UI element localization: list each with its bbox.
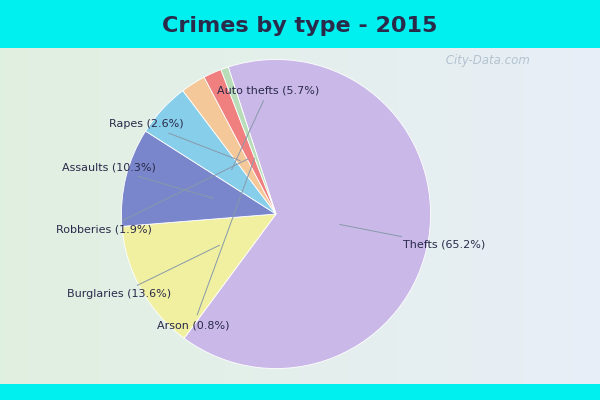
- Text: Burglaries (13.6%): Burglaries (13.6%): [67, 245, 220, 299]
- Text: Arson (0.8%): Arson (0.8%): [157, 158, 254, 330]
- Text: Robberies (1.9%): Robberies (1.9%): [56, 159, 248, 234]
- Text: Auto thefts (5.7%): Auto thefts (5.7%): [217, 85, 319, 170]
- Text: Rapes (2.6%): Rapes (2.6%): [109, 119, 240, 161]
- Wedge shape: [184, 60, 431, 368]
- Text: City-Data.com: City-Data.com: [442, 54, 529, 67]
- Wedge shape: [204, 70, 276, 214]
- Text: Crimes by type - 2015: Crimes by type - 2015: [163, 16, 437, 36]
- Wedge shape: [146, 91, 276, 214]
- Wedge shape: [121, 131, 276, 226]
- Wedge shape: [221, 67, 276, 214]
- Text: Assaults (10.3%): Assaults (10.3%): [62, 163, 214, 198]
- Wedge shape: [183, 77, 276, 214]
- Text: Thefts (65.2%): Thefts (65.2%): [340, 224, 485, 250]
- Wedge shape: [122, 214, 276, 338]
